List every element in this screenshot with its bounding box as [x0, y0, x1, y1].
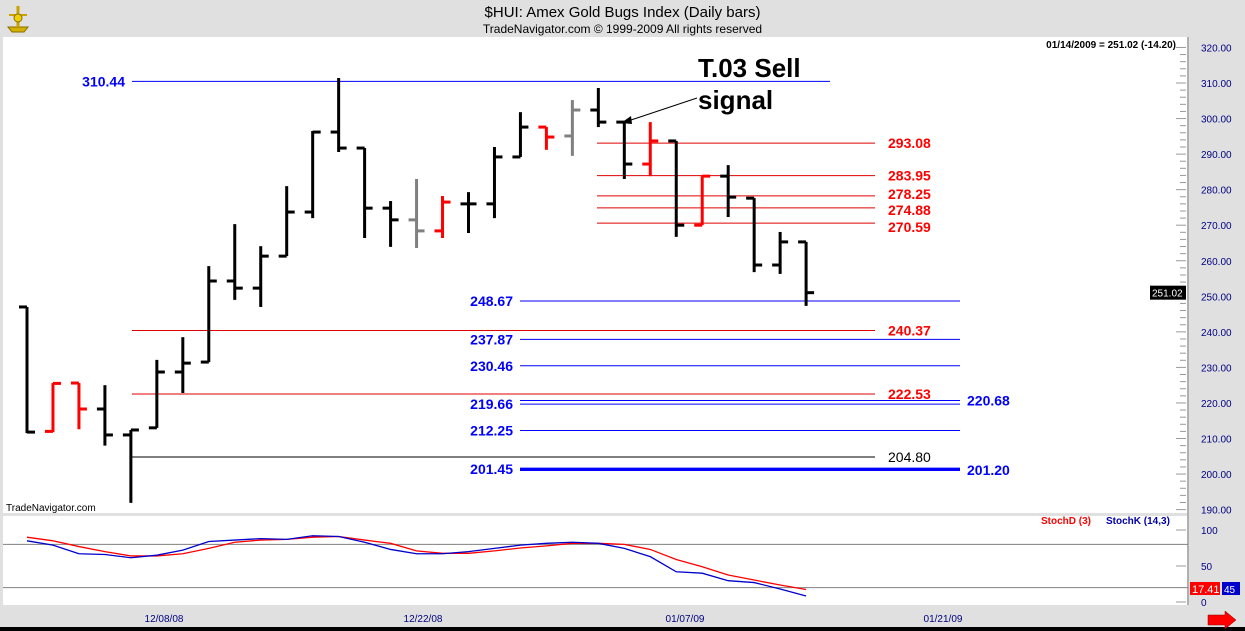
bottom-border [0, 627, 1245, 631]
stochk-value-marker [1222, 582, 1240, 595]
y-tick-label: 260.00 [1201, 257, 1232, 268]
price-bar [122, 428, 139, 503]
level-label: 274.88 [888, 202, 931, 218]
price-bar [148, 359, 165, 430]
price-bar [330, 78, 347, 152]
y-tick-label: 240.00 [1201, 328, 1232, 339]
price-bar [798, 240, 815, 306]
price-bar [434, 196, 451, 238]
level-label: 240.37 [888, 323, 931, 339]
y-tick-label: 290.00 [1201, 150, 1232, 161]
x-tick-label: 12/08/08 [145, 614, 184, 625]
y-tick-label: 230.00 [1201, 363, 1232, 374]
arrow-head-icon [621, 116, 632, 124]
stochk-value-label: 45 [1224, 585, 1236, 596]
price-bar [200, 266, 217, 364]
level-label: 283.95 [888, 168, 931, 184]
last-price-marker [1150, 285, 1186, 300]
price-bar [642, 122, 659, 177]
last-quote: 01/14/2009 = 251.02 (-14.20) [1046, 40, 1176, 51]
y-tick-label: 310.00 [1201, 79, 1232, 90]
price-bar [538, 125, 555, 150]
stoch-y-tick-label: 100 [1201, 526, 1218, 537]
level-label: 270.59 [888, 219, 931, 235]
chart-title: $HUI: Amex Gold Bugs Index (Daily bars) [484, 4, 761, 21]
level-label: 220.68 [967, 393, 1010, 409]
price-bar [772, 231, 789, 274]
price-bar [408, 178, 425, 248]
price-bar [486, 146, 503, 219]
x-tick-label: 01/07/09 [666, 614, 705, 625]
stoch-y-tick-label: 0 [1201, 598, 1207, 609]
y-tick-label: 280.00 [1201, 186, 1232, 197]
price-bar [460, 192, 477, 234]
price-bar [70, 381, 87, 430]
price-bar [174, 337, 191, 393]
stoch-series-line [26, 535, 807, 591]
stoch-series-line [26, 535, 807, 597]
y-tick-label: 220.00 [1201, 399, 1232, 410]
level-label: 219.66 [470, 396, 513, 412]
price-bar [252, 246, 269, 307]
level-label: 248.67 [470, 293, 513, 309]
level-label: 204.80 [888, 449, 931, 465]
stochd-value-label: 17.41 [1192, 584, 1220, 596]
legend-stochk: StochK (14,3) [1106, 516, 1170, 527]
price-bar [278, 186, 295, 258]
annotation-arrow [627, 97, 698, 122]
level-label: 230.46 [470, 358, 513, 374]
chart-header: $HUI: Amex Gold Bugs Index (Daily bars) … [0, 0, 1245, 37]
level-label: 293.08 [888, 135, 931, 151]
sextant-logo-icon [6, 6, 30, 33]
watermark: TradeNavigator.com [6, 503, 96, 514]
y-tick-label: 270.00 [1201, 221, 1232, 232]
price-bar [668, 139, 685, 237]
price-bar [512, 112, 529, 159]
copyright-subtitle: TradeNavigator.com © 1999-2009 All right… [482, 22, 763, 36]
x-tick-label: 12/22/08 [404, 614, 443, 625]
level-label: 212.25 [470, 423, 513, 439]
price-bar [304, 130, 321, 219]
level-label: 222.53 [888, 386, 931, 402]
price-bar [590, 87, 607, 128]
level-label: 278.25 [888, 186, 931, 202]
y-tick-label: 210.00 [1201, 435, 1232, 446]
annotation-line1: T.03 Sell [698, 53, 801, 83]
price-bar [564, 100, 581, 156]
price-bar [382, 201, 399, 247]
y-tick-label: 320.00 [1201, 43, 1232, 54]
y-tick-label: 300.00 [1201, 115, 1232, 126]
stoch-panel[interactable] [3, 516, 1188, 605]
price-bar [226, 224, 243, 300]
x-tick-label: 01/21/09 [924, 614, 963, 625]
level-label: 237.87 [470, 331, 513, 347]
legend-stochd: StochD (3) [1041, 516, 1091, 527]
price-bar [96, 385, 113, 446]
last-price-label: 251.02 [1152, 289, 1183, 300]
price-panel[interactable] [3, 37, 1188, 513]
price-bar [356, 146, 373, 238]
price-bar [19, 305, 35, 434]
scroll-right-arrow-icon[interactable] [1207, 610, 1237, 630]
price-bar [44, 381, 61, 433]
y-tick-label: 200.00 [1201, 470, 1232, 481]
price-bar [694, 174, 711, 227]
price-bar [746, 196, 763, 273]
y-tick-label: 190.00 [1201, 506, 1232, 517]
level-label: 201.45 [470, 461, 513, 477]
annotation-line2: signal [698, 85, 773, 115]
level-label: 201.20 [967, 462, 1010, 478]
price-bar [720, 165, 737, 218]
y-tick-label: 250.00 [1201, 292, 1232, 303]
stoch-y-tick-label: 50 [1201, 562, 1213, 573]
level-label: 310.44 [82, 73, 125, 89]
stochd-value-marker [1190, 582, 1220, 595]
